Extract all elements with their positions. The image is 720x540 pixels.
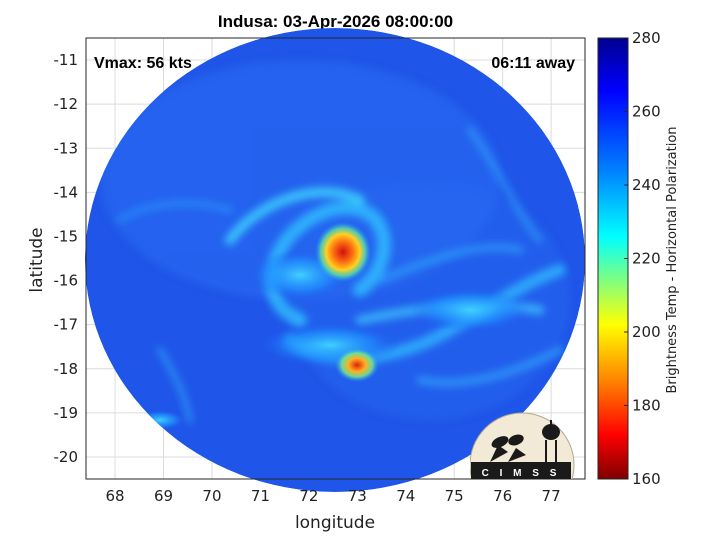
cimss-logo: C I M S S xyxy=(470,412,575,479)
x-tick-label: 69 xyxy=(154,487,173,505)
colorbar-tick-label: 200 xyxy=(632,323,661,341)
eyewall-cold-core xyxy=(315,222,371,282)
logo-text: C I M S S xyxy=(482,468,561,479)
colorbar-label: Brightness Temp - Horizontal Polarizatio… xyxy=(665,126,680,393)
y-tick-label: -14 xyxy=(54,183,79,201)
colorbar-tick-label: 240 xyxy=(632,176,661,194)
x-axis-tick-labels: 68 69 70 71 72 73 74 75 76 77 xyxy=(106,487,561,505)
y-tick-label: -12 xyxy=(54,95,79,113)
x-tick-label: 75 xyxy=(445,487,464,505)
x-axis-label: longitude xyxy=(295,513,375,533)
x-tick-label: 72 xyxy=(299,487,318,505)
colorbar-tick-label: 180 xyxy=(632,397,661,415)
secondary-cold-spot xyxy=(335,348,379,382)
y-tick-label: -13 xyxy=(54,139,79,157)
colorbar-tick-label: 160 xyxy=(632,470,661,488)
colorbar-tick-labels: 280 260 240 220 200 180 160 xyxy=(624,29,661,488)
colorbar-tick-label: 280 xyxy=(632,29,661,47)
x-tick-label: 74 xyxy=(396,487,415,505)
y-tick-label: -11 xyxy=(54,51,79,69)
colorbar xyxy=(597,37,629,480)
y-tick-label: -16 xyxy=(54,272,79,290)
time-away-label: 06:11 away xyxy=(491,55,575,72)
y-tick-label: -20 xyxy=(54,448,79,466)
x-tick-label: 77 xyxy=(542,487,561,505)
x-tick-label: 71 xyxy=(251,487,270,505)
y-tick-label: -18 xyxy=(54,360,79,378)
x-tick-label: 68 xyxy=(106,487,125,505)
brightness-temp-swath xyxy=(85,28,585,492)
y-tick-label: -15 xyxy=(54,227,79,245)
colorbar-tick-label: 260 xyxy=(632,103,661,121)
colorbar-tick-label: 220 xyxy=(632,250,661,268)
x-tick-label: 73 xyxy=(348,487,367,505)
vmax-label: Vmax: 56 kts xyxy=(94,55,192,72)
y-tick-label: -19 xyxy=(54,404,79,422)
plot-frame xyxy=(85,37,586,480)
y-axis-tick-labels: -11 -12 -13 -14 -15 -16 -17 -18 -19 -20 xyxy=(54,51,79,466)
plot-title: Indusa: 03-Apr-2026 08:00:00 xyxy=(217,12,454,31)
x-tick-label: 76 xyxy=(493,487,512,505)
y-axis-label: latitude xyxy=(27,227,47,292)
y-tick-label: -17 xyxy=(54,316,79,334)
x-tick-label: 70 xyxy=(202,487,221,505)
